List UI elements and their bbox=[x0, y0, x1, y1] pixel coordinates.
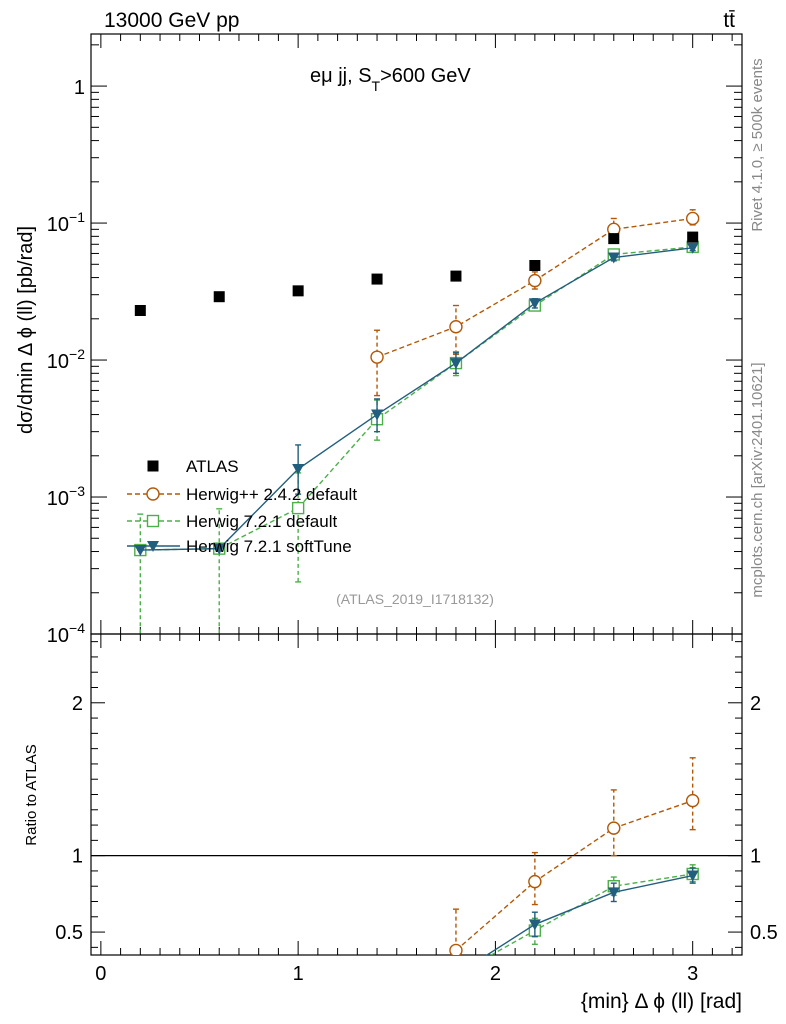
ratio-marks bbox=[449, 757, 700, 981]
x-tick-label: 2 bbox=[490, 963, 501, 985]
ratio-herwig-2-4-2-default-point bbox=[528, 874, 542, 889]
legend-entry-label: Herwig++ 2.4.2 default bbox=[186, 485, 357, 504]
ratio-y-tick-label-right: 1 bbox=[750, 846, 761, 868]
ratio-panel-border bbox=[90, 633, 743, 956]
main-y-tick-base: 10 bbox=[47, 488, 69, 510]
main-y-tick-label: 1 bbox=[74, 77, 85, 99]
ratio-y-tick-label-right: 0.5 bbox=[750, 922, 778, 944]
main-y-tick-exponent: −1 bbox=[69, 209, 85, 225]
x-axis-label: {min} Δ ϕ (ll) [rad] bbox=[581, 990, 742, 1013]
main-y-tick-base: 10 bbox=[47, 214, 69, 236]
energy-label: 13000 GeV pp bbox=[104, 9, 239, 32]
main-atlas-point bbox=[134, 304, 146, 316]
main-y-tick-label: 10−4 bbox=[47, 620, 85, 647]
selection-tail: >600 GeV bbox=[380, 65, 471, 87]
rivet-label: Rivet 4.1.0, ≥ 500k events bbox=[749, 58, 766, 231]
main-y-tick-base: 10 bbox=[47, 351, 69, 373]
ratio-y-axis-label: Ratio to ATLAS bbox=[23, 744, 40, 845]
ratio-herwig-7-2-1-softtune-point bbox=[528, 919, 541, 931]
ratio-y-tick-label: 0.5 bbox=[55, 922, 83, 944]
main-y-tick-exponent: −3 bbox=[69, 483, 85, 499]
main-herwig-7-2-1-default-point bbox=[291, 501, 305, 515]
main-herwig-7-2-1-softtune-point bbox=[607, 252, 620, 264]
main-herwig-2-4-2-default-line bbox=[376, 217, 693, 358]
legend-entry-label: ATLAS bbox=[186, 457, 239, 476]
main-herwig-7-2-1-softtune-point bbox=[134, 545, 147, 557]
main-herwig-2-4-2-default-point bbox=[528, 273, 542, 288]
ratio-herwig-7-2-1-default-point bbox=[450, 969, 461, 980]
legend-marker bbox=[147, 460, 159, 472]
main-y-tick-exponent: −2 bbox=[69, 346, 85, 362]
ratio-panel-frame: 0 1 2 3 0.5 0.5 1 1 2 2 bbox=[55, 633, 778, 985]
ratio-herwig-2-4-2-default-line bbox=[455, 799, 693, 951]
ratio-herwig-2-4-2-default-point bbox=[685, 793, 700, 808]
main-herwig-7-2-1-softtune-line bbox=[140, 247, 693, 551]
legend: ATLAS Herwig++ 2.4.2 default Herwig 7.2.1 … bbox=[127, 457, 357, 556]
main-y-tick-label: 10−1 bbox=[47, 209, 85, 236]
main-herwig-2-4-2-default-point bbox=[370, 350, 384, 364]
main-marks bbox=[134, 209, 700, 634]
main-atlas-point bbox=[371, 273, 383, 285]
data-marks bbox=[134, 209, 700, 981]
main-herwig-7-2-1-softtune-point bbox=[213, 543, 226, 555]
main-herwig-7-2-1-softtune-point bbox=[449, 358, 462, 370]
x-tick-label: 0 bbox=[95, 963, 106, 985]
x-tick-label: 1 bbox=[293, 963, 304, 985]
main-herwig-7-2-1-softtune-point bbox=[528, 298, 541, 310]
selection-subscript: T bbox=[372, 78, 381, 94]
analysis-watermark: (ATLAS_2019_I1718132) bbox=[336, 591, 494, 607]
main-atlas-point bbox=[529, 259, 541, 271]
main-y-tick-label: 10−2 bbox=[47, 346, 85, 373]
legend-marker bbox=[146, 487, 160, 501]
ratio-herwig-7-2-1-softtune-line bbox=[485, 874, 693, 955]
ratio-herwig-2-4-2-default-point bbox=[449, 943, 463, 955]
ratio-herwig-7-2-1-default-line bbox=[489, 873, 693, 955]
main-atlas-point bbox=[292, 285, 304, 297]
ratio-y-tick-label-right: 2 bbox=[750, 693, 761, 715]
main-atlas-point bbox=[213, 291, 225, 303]
x-tick-label: 3 bbox=[687, 963, 698, 985]
legend-marker bbox=[147, 541, 159, 552]
process-label: tt̄ bbox=[723, 9, 735, 32]
selection-main: eμ jj, S bbox=[310, 65, 372, 87]
main-y-tick-label: 10−3 bbox=[47, 483, 85, 510]
ratio-herwig-7-2-1-softtune-point bbox=[450, 970, 462, 981]
selection-label: eμ jj, ST>600 GeV bbox=[310, 65, 471, 94]
ratio-herwig-7-2-1-softtune-point bbox=[607, 887, 620, 899]
legend-entry-label: Herwig 7.2.1 softTune bbox=[186, 537, 352, 556]
mcplots-label: mcplots.cern.ch [arXiv:2401.10621] bbox=[749, 362, 766, 597]
main-y-tick-base: 10 bbox=[47, 625, 69, 647]
main-herwig-2-4-2-default-point bbox=[449, 320, 463, 334]
main-y-axis-label: dσ/dmin Δ ϕ (ll) [pb/rad] bbox=[15, 226, 37, 434]
main-y-tick-base: 1 bbox=[74, 77, 85, 99]
ratio-y-tick-label: 1 bbox=[72, 846, 83, 868]
main-y-tick-exponent: −4 bbox=[69, 620, 85, 636]
main-herwig-7-2-1-softtune-point bbox=[292, 464, 305, 476]
main-herwig-7-2-1-softtune-point bbox=[686, 242, 699, 254]
main-atlas-point bbox=[608, 233, 620, 245]
main-panel-frame: 10−410−310−210−11 bbox=[47, 33, 743, 647]
main-herwig-7-2-1-softtune-point bbox=[371, 409, 384, 421]
main-herwig-2-4-2-default-point bbox=[685, 211, 700, 226]
main-atlas-point bbox=[450, 270, 462, 282]
legend-marker bbox=[146, 514, 160, 528]
ratio-y-tick-label: 2 bbox=[72, 693, 83, 715]
ratio-herwig-7-2-1-softtune-point bbox=[686, 870, 699, 882]
ratio-herwig-2-4-2-default-point bbox=[607, 821, 621, 835]
legend-entry-label: Herwig 7.2.1 default bbox=[186, 512, 337, 531]
main-atlas-point bbox=[687, 231, 699, 243]
